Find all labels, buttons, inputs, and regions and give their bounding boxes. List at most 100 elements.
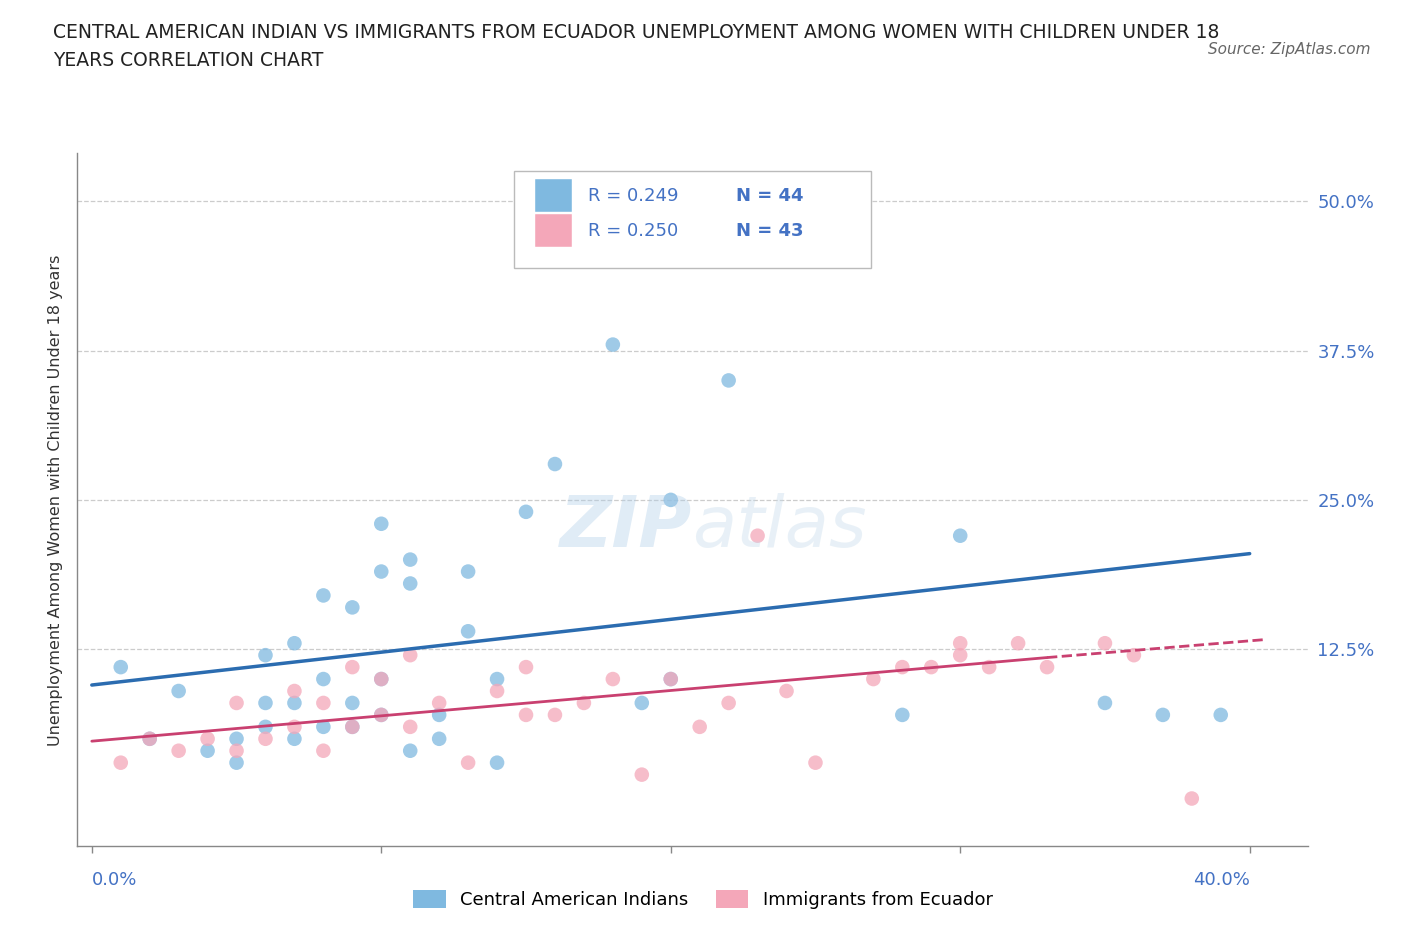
Point xyxy=(427,708,450,723)
Point xyxy=(370,671,392,686)
Point xyxy=(659,671,682,686)
Point xyxy=(399,647,422,662)
Point xyxy=(979,659,1001,674)
FancyBboxPatch shape xyxy=(536,214,572,247)
Point xyxy=(486,755,509,770)
Point xyxy=(197,743,219,758)
Point xyxy=(630,767,652,782)
Point xyxy=(254,647,277,662)
Point xyxy=(486,684,509,698)
Point xyxy=(862,671,884,686)
Point xyxy=(457,565,479,579)
Point xyxy=(283,731,305,746)
Point xyxy=(342,696,364,711)
Text: 0.0%: 0.0% xyxy=(91,871,138,889)
Point xyxy=(283,696,305,711)
Point xyxy=(427,731,450,746)
Point xyxy=(312,743,335,758)
Point xyxy=(1209,708,1232,723)
Point xyxy=(457,624,479,639)
Point xyxy=(1094,696,1116,711)
Point xyxy=(602,338,624,352)
Point xyxy=(254,720,277,735)
Point xyxy=(920,659,942,674)
Point xyxy=(427,696,450,711)
Point xyxy=(283,684,305,698)
Point xyxy=(659,493,682,508)
Point xyxy=(949,636,972,651)
Point xyxy=(457,755,479,770)
Point xyxy=(312,588,335,603)
Point xyxy=(312,720,335,735)
Point xyxy=(544,708,567,723)
Point xyxy=(138,731,160,746)
Text: 40.0%: 40.0% xyxy=(1192,871,1250,889)
Point xyxy=(342,659,364,674)
Point xyxy=(572,242,595,257)
Point xyxy=(717,696,740,711)
Point xyxy=(167,743,190,758)
Point xyxy=(1007,636,1029,651)
Point xyxy=(399,720,422,735)
Point xyxy=(138,731,160,746)
Point xyxy=(197,731,219,746)
Point xyxy=(110,755,132,770)
Point xyxy=(747,528,769,543)
Point xyxy=(630,696,652,711)
Point xyxy=(399,552,422,567)
Text: N = 43: N = 43 xyxy=(735,222,803,240)
Text: ZIP: ZIP xyxy=(560,493,693,562)
Point xyxy=(949,528,972,543)
FancyBboxPatch shape xyxy=(515,171,870,268)
Point xyxy=(283,636,305,651)
Point xyxy=(399,576,422,591)
Point xyxy=(572,696,595,711)
Point xyxy=(342,720,364,735)
Point xyxy=(312,671,335,686)
Point xyxy=(1152,708,1174,723)
Point xyxy=(110,659,132,674)
Point xyxy=(312,696,335,711)
Point xyxy=(1181,791,1204,806)
Text: Source: ZipAtlas.com: Source: ZipAtlas.com xyxy=(1208,42,1371,57)
Legend: Central American Indians, Immigrants from Ecuador: Central American Indians, Immigrants fro… xyxy=(406,883,1000,916)
Point xyxy=(717,373,740,388)
Point xyxy=(1036,659,1059,674)
Point xyxy=(225,755,247,770)
Point xyxy=(544,457,567,472)
Point xyxy=(891,659,914,674)
FancyBboxPatch shape xyxy=(536,179,572,212)
Point xyxy=(515,708,537,723)
Point xyxy=(342,600,364,615)
Point xyxy=(370,516,392,531)
Point xyxy=(254,731,277,746)
Text: N = 44: N = 44 xyxy=(735,188,803,206)
Text: R = 0.249: R = 0.249 xyxy=(588,188,678,206)
Point xyxy=(225,731,247,746)
Point xyxy=(602,671,624,686)
Point xyxy=(254,696,277,711)
Point xyxy=(1122,647,1144,662)
Point xyxy=(775,684,797,698)
Point xyxy=(949,647,972,662)
Point xyxy=(891,708,914,723)
Point xyxy=(515,504,537,519)
Point xyxy=(399,743,422,758)
Point xyxy=(370,708,392,723)
Text: CENTRAL AMERICAN INDIAN VS IMMIGRANTS FROM ECUADOR UNEMPLOYMENT AMONG WOMEN WITH: CENTRAL AMERICAN INDIAN VS IMMIGRANTS FR… xyxy=(53,23,1220,42)
Text: YEARS CORRELATION CHART: YEARS CORRELATION CHART xyxy=(53,51,323,70)
Point xyxy=(225,696,247,711)
Y-axis label: Unemployment Among Women with Children Under 18 years: Unemployment Among Women with Children U… xyxy=(48,254,63,746)
Point xyxy=(515,659,537,674)
Point xyxy=(342,720,364,735)
Text: R = 0.250: R = 0.250 xyxy=(588,222,678,240)
Text: atlas: atlas xyxy=(693,493,868,562)
Point xyxy=(370,708,392,723)
Point xyxy=(370,565,392,579)
Point xyxy=(370,671,392,686)
Point xyxy=(689,720,711,735)
Point xyxy=(486,671,509,686)
Point xyxy=(1094,636,1116,651)
Point xyxy=(659,671,682,686)
Point xyxy=(225,743,247,758)
